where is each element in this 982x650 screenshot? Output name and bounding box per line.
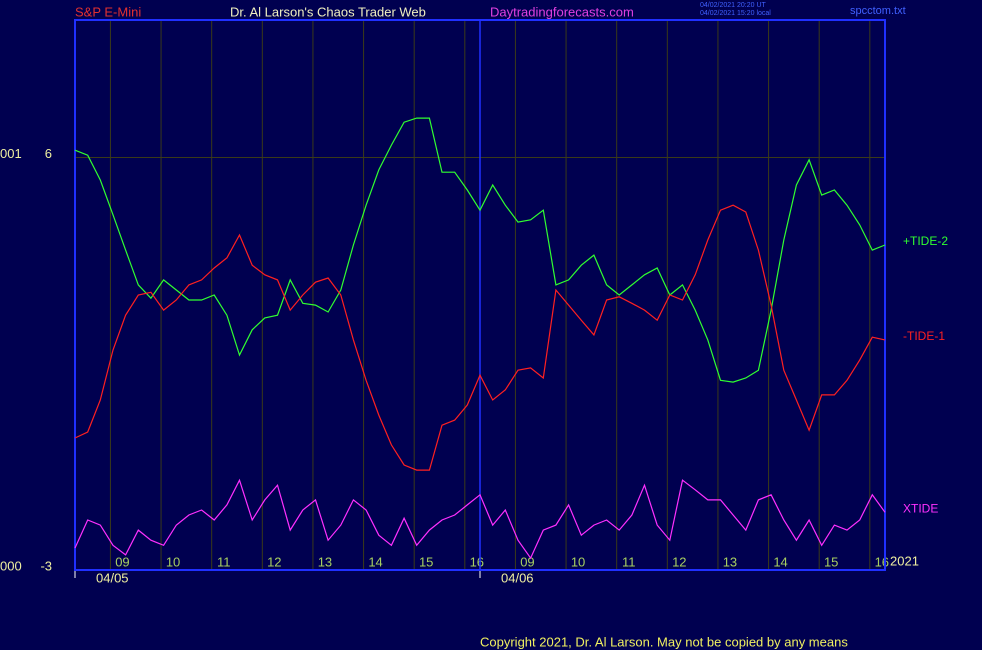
series-label: -TIDE-1 [903, 329, 945, 343]
timestamp: 04/02/2021 15:20 local [700, 10, 771, 17]
year-label: 2021 [890, 553, 919, 568]
series-label: XTIDE [903, 501, 938, 515]
x-tick-label: 13 [318, 554, 332, 569]
x-tick-label: 12 [672, 554, 686, 569]
header-left: S&P E-Mini [75, 4, 141, 19]
y-tick-label: 6 [45, 146, 52, 161]
x-tick-label: 15 [419, 554, 433, 569]
x-tick-label: 09 [520, 554, 534, 569]
series-line [74, 117, 886, 383]
y-tick-label: -3 [40, 558, 52, 573]
series-line [74, 204, 886, 471]
plot-frame [74, 19, 886, 571]
date-label: 04/05 [96, 570, 129, 585]
x-tick-label: 14 [368, 554, 382, 569]
x-tick-label: 15 [824, 554, 838, 569]
header-right: Daytradingforecasts.com [490, 4, 634, 19]
series-line [74, 478, 886, 560]
x-tick-label: 14 [773, 554, 787, 569]
y-side-label: 000 [0, 558, 22, 573]
y-side-label: 001 [0, 146, 22, 161]
x-tick-label: 16 [875, 554, 889, 569]
x-tick-label: 11 [622, 554, 636, 569]
timestamp: 04/02/2021 20:20 UT [700, 2, 766, 9]
date-label: 04/06 [501, 570, 534, 585]
x-tick-label: 12 [267, 554, 281, 569]
x-tick-label: 10 [166, 554, 180, 569]
x-tick-label: 13 [723, 554, 737, 569]
chart-title: Dr. Al Larson's Chaos Trader Web [230, 4, 426, 19]
x-tick-label: 16 [470, 554, 484, 569]
x-tick-label: 09 [115, 554, 129, 569]
series-label: +TIDE-2 [903, 234, 948, 248]
file-name: spcctom.txt [850, 5, 906, 17]
footer: Copyright 2021, Dr. Al Larson. May not b… [480, 634, 848, 649]
x-tick-label: 11 [217, 554, 231, 569]
x-tick-label: 10 [571, 554, 585, 569]
